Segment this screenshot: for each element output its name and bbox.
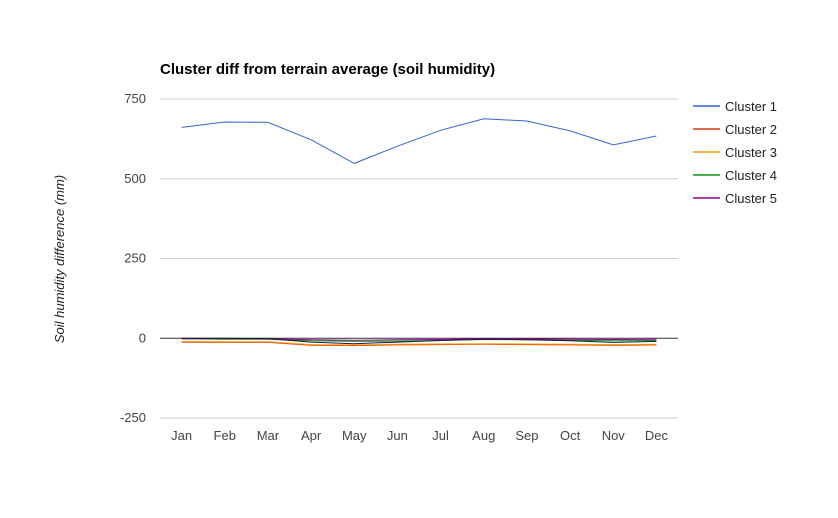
y-axis-ticks: 750 500 250 0 -250: [120, 91, 146, 425]
y-axis-label: Soil humidity difference (mm): [52, 175, 67, 343]
x-axis-ticks: Jan Feb Mar Apr May Jun Jul Aug Sep Oct Nov Dec: [171, 428, 668, 443]
x-tick-label: Jan: [171, 428, 192, 443]
series-line-2: [181, 341, 657, 347]
legend: Cluster 1 Cluster 2 Cluster 3 Cluster 4 Clus…: [693, 99, 777, 206]
y-tick-label: 0: [139, 330, 146, 345]
x-tick-label: Apr: [301, 428, 322, 443]
x-tick-label: Mar: [257, 428, 280, 443]
legend-label: Cluster 1: [725, 99, 777, 114]
x-tick-label: Feb: [214, 428, 236, 443]
y-tick-label: 500: [124, 171, 146, 186]
gridlines: [160, 98, 678, 419]
x-tick-label: Sep: [515, 428, 538, 443]
series-line-6: [181, 337, 657, 345]
y-tick-label: -250: [120, 410, 146, 425]
legend-label: Cluster 3: [725, 145, 777, 160]
x-tick-label: May: [342, 428, 367, 443]
x-tick-label: Dec: [645, 428, 669, 443]
legend-label: Cluster 5: [725, 191, 777, 206]
series-line-1: [181, 118, 657, 164]
x-tick-label: Aug: [472, 428, 495, 443]
x-tick-label: Oct: [560, 428, 581, 443]
series-lines: [181, 118, 657, 347]
chart-title: Cluster diff from terrain average (soil …: [160, 61, 495, 78]
y-tick-label: 250: [124, 251, 146, 266]
legend-label: Cluster 4: [725, 168, 777, 183]
series-line-3: [181, 340, 657, 346]
x-tick-label: Nov: [602, 428, 626, 443]
x-tick-label: Jul: [432, 428, 449, 443]
x-tick-label: Jun: [387, 428, 408, 443]
y-tick-label: 750: [124, 91, 146, 106]
legend-label: Cluster 2: [725, 122, 777, 137]
